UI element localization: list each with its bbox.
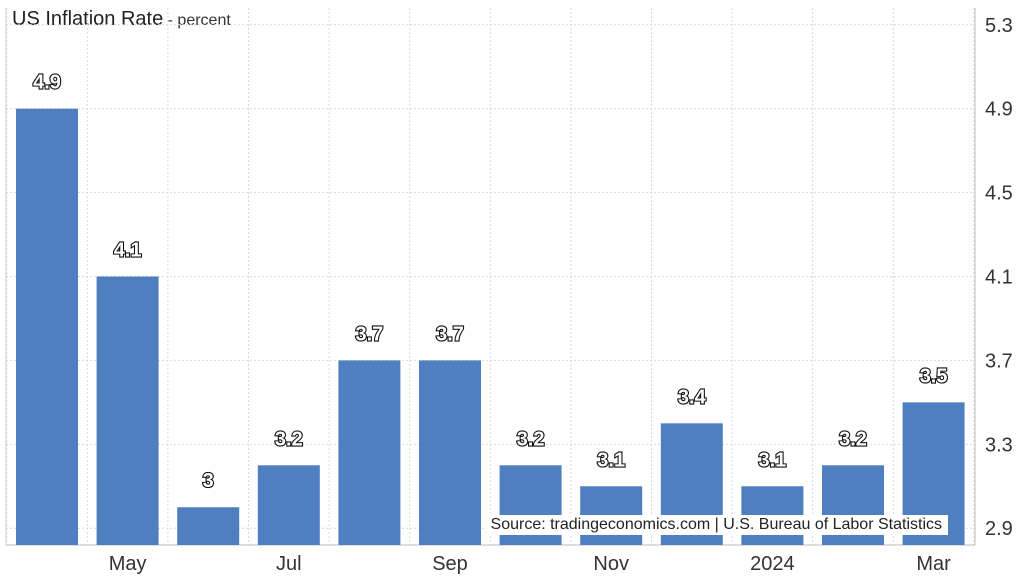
bar-value-label: 3 — [203, 470, 214, 492]
x-tick-label: Sep — [432, 553, 468, 575]
y-tick-label: 4.9 — [985, 99, 1013, 121]
y-tick-label: 2.9 — [985, 518, 1013, 540]
bar — [257, 465, 320, 545]
y-tick-label: 4.1 — [985, 267, 1013, 289]
bar — [419, 360, 481, 545]
bar — [338, 360, 401, 545]
x-tick-label: May — [109, 553, 147, 575]
y-tick-label: 3.7 — [985, 350, 1013, 372]
x-tick-label: Jul — [276, 553, 302, 575]
bar — [177, 507, 240, 545]
x-tick-label: Nov — [593, 553, 629, 575]
bar-value-label: 3.1 — [597, 449, 625, 471]
y-tick-label: 4.5 — [985, 183, 1013, 205]
bar-value-label: 3.4 — [678, 386, 707, 408]
chart-title-text: US Inflation Rate — [12, 8, 164, 30]
bar-value-label: 3.7 — [436, 323, 464, 345]
bar-value-label: 4.9 — [33, 72, 61, 94]
y-tick-label: 3.3 — [985, 434, 1013, 456]
y-tick-label: 5.3 — [985, 15, 1013, 37]
bar-value-label: 3.5 — [920, 365, 948, 387]
source-note: Source: tradingeconomics.com | U.S. Bure… — [484, 515, 948, 535]
bar — [16, 108, 78, 545]
bar-value-label: 3.2 — [275, 428, 303, 450]
bar-value-label: 3.1 — [758, 449, 786, 471]
bar-value-label: 3.2 — [517, 428, 545, 450]
bar-value-label: 4.1 — [114, 240, 142, 262]
x-tick-label: Mar — [916, 553, 951, 575]
bar-value-label: 3.2 — [839, 428, 867, 450]
bar — [96, 276, 159, 545]
bar-value-label: 3.7 — [355, 323, 383, 345]
x-tick-label: 2024 — [750, 553, 795, 575]
